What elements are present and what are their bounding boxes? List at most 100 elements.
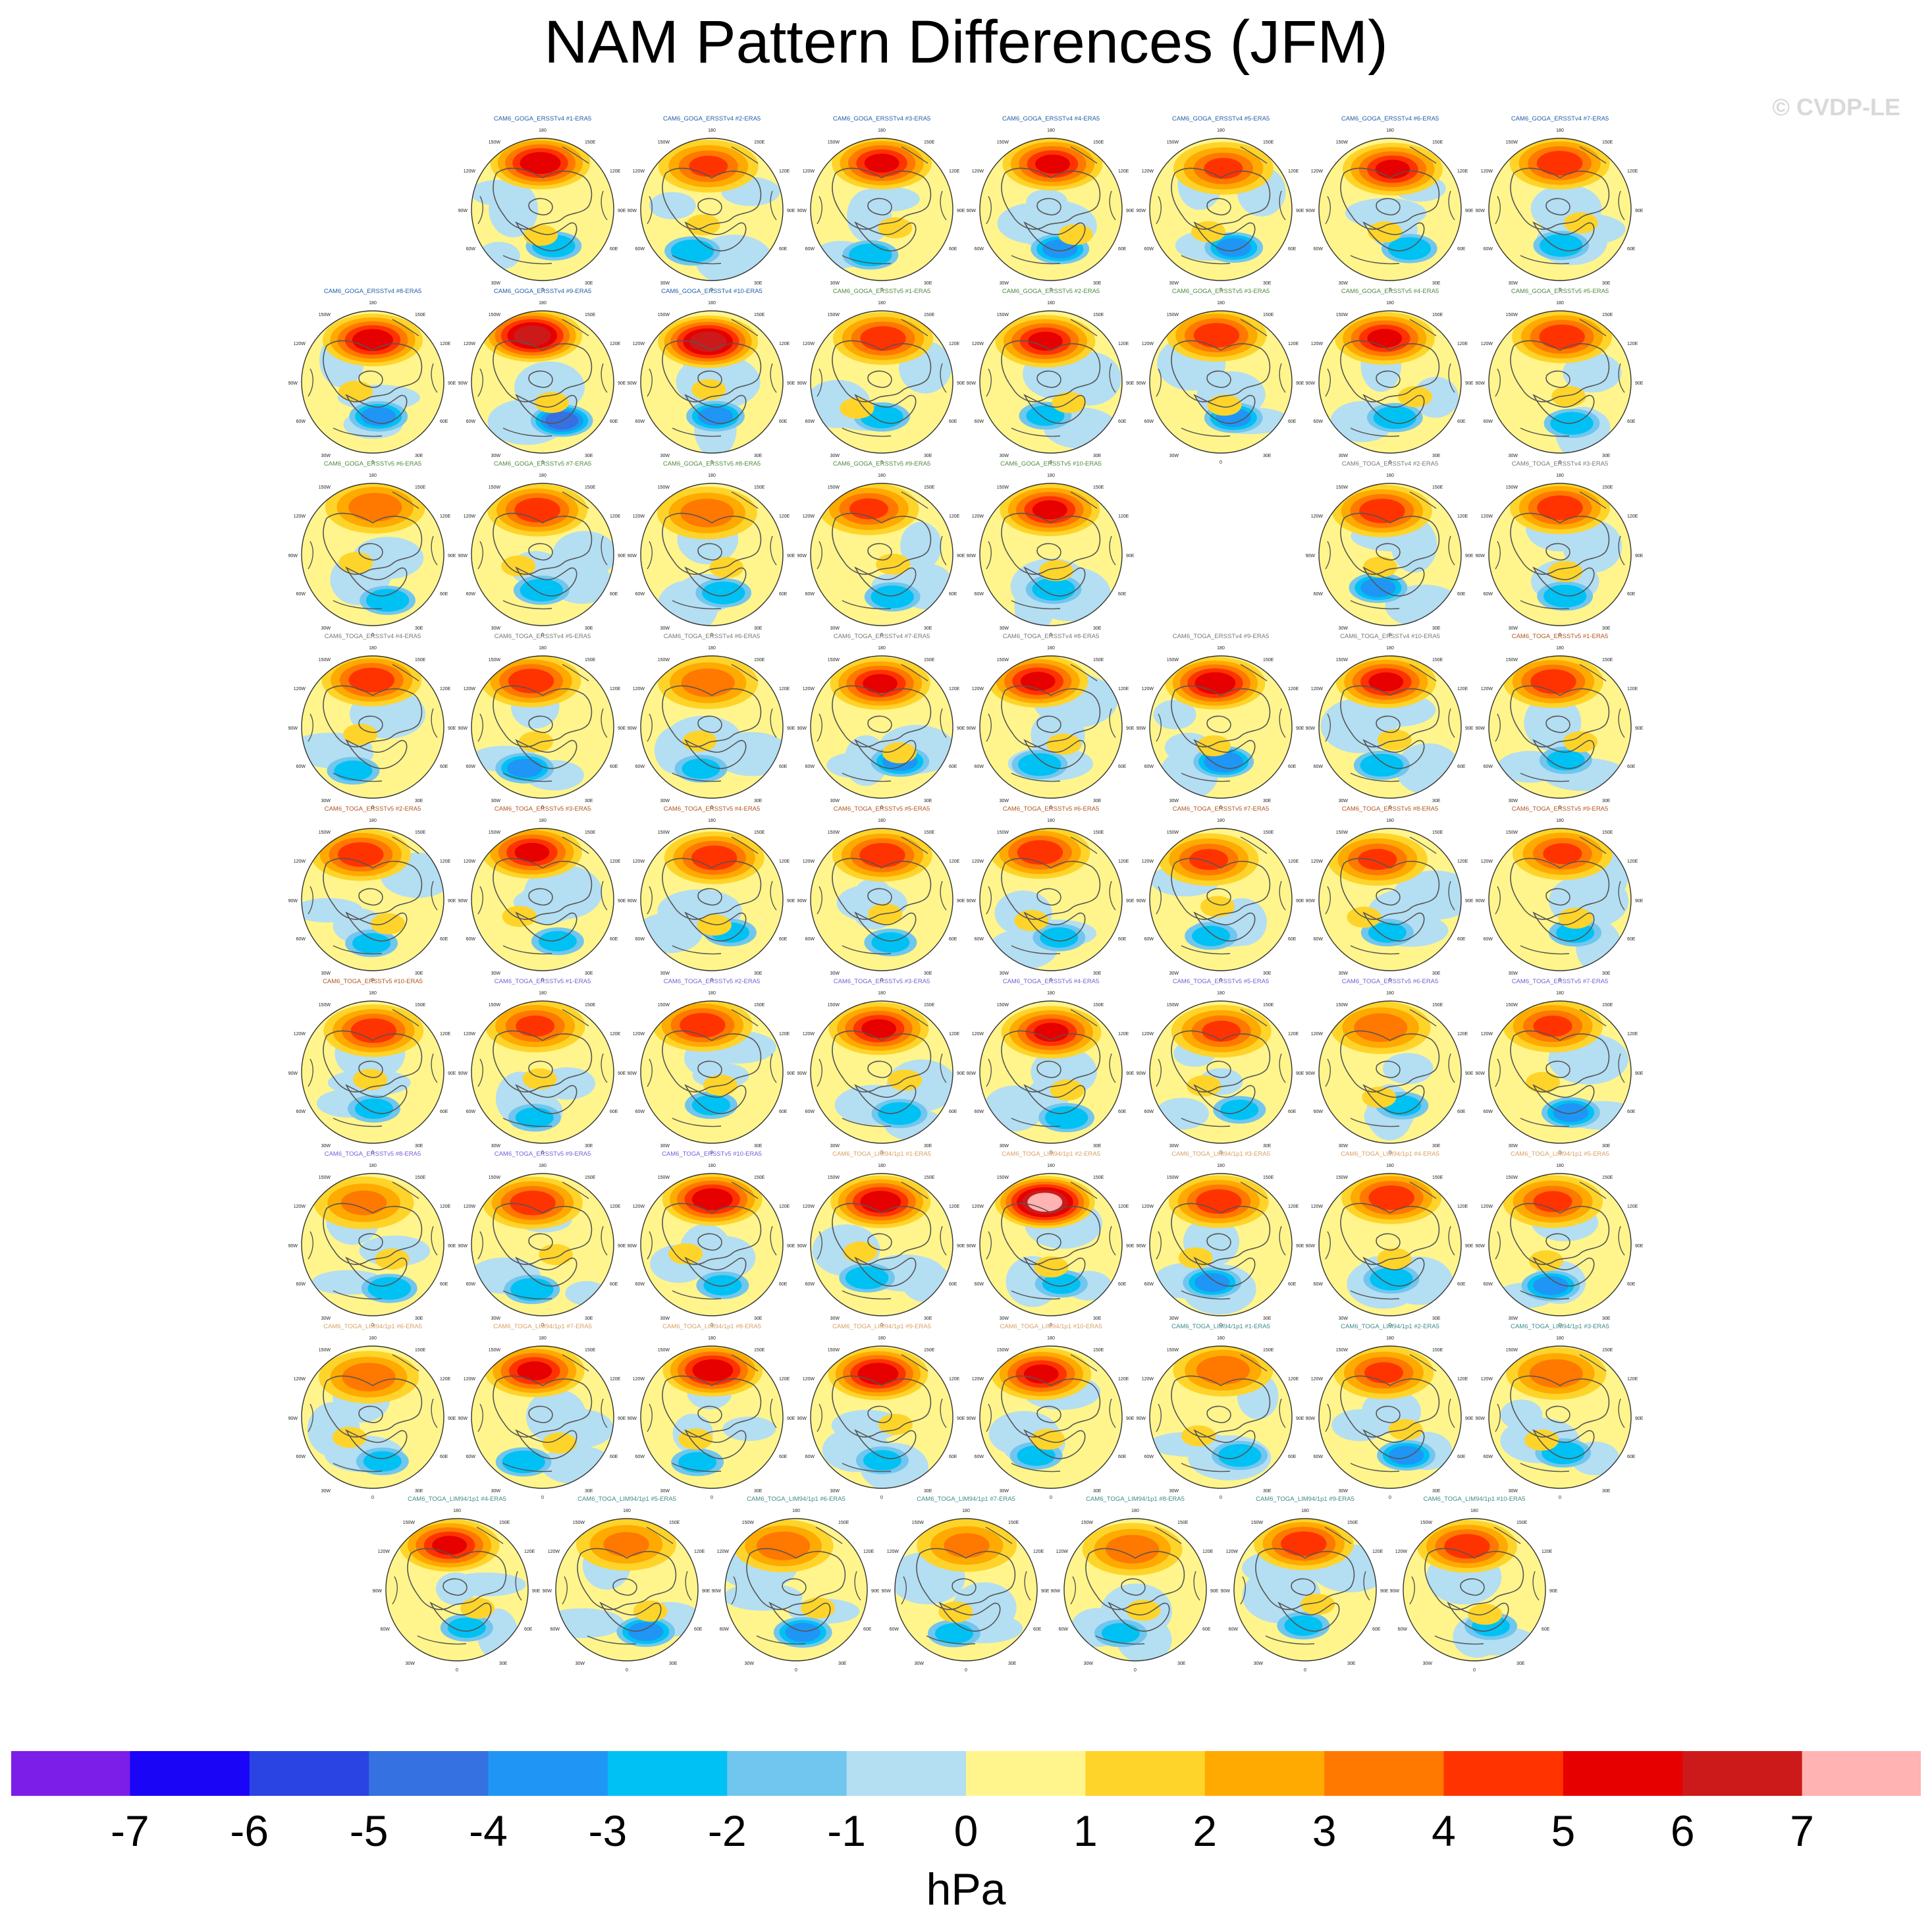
longitude-label: 150W xyxy=(1506,485,1518,490)
figure-title: NAM Pattern Differences (JFM) xyxy=(544,9,1388,76)
map-border xyxy=(979,828,1123,971)
longitude-label: 120E xyxy=(1627,687,1638,691)
longitude-label: 90W xyxy=(797,726,807,731)
watermark: © CVDP-LE xyxy=(1772,94,1900,121)
longitude-label: 90E xyxy=(618,381,626,386)
positive-contour xyxy=(691,1188,733,1210)
longitude-label: 150W xyxy=(319,658,331,662)
negative-contour xyxy=(1368,922,1407,943)
longitude-label: 0 xyxy=(880,978,883,983)
map-panel: CAM6_TOGA_LIM94/1p1 #8-ERA5 180 0 150W 150E 1… xyxy=(628,1323,795,1500)
positive-contour xyxy=(709,556,744,578)
negative-contour xyxy=(725,1583,803,1611)
longitude-label: 60W xyxy=(1144,765,1154,769)
longitude-label: 120W xyxy=(1395,1550,1408,1554)
longitude-label: 90W xyxy=(1137,726,1146,731)
longitude-label: 90W xyxy=(288,554,298,558)
colorbar-bin xyxy=(727,1750,847,1797)
longitude-label: 60E xyxy=(1627,592,1636,597)
longitude-label: 150W xyxy=(1506,313,1518,317)
longitude-label: 30E xyxy=(415,1489,423,1494)
colorbar-tick-label: -7 xyxy=(111,1806,149,1855)
longitude-label: 180 xyxy=(539,1336,547,1341)
longitude-label: 60E xyxy=(1288,1455,1297,1459)
longitude-label: 150E xyxy=(1432,658,1443,662)
longitude-label: 30E xyxy=(415,1316,423,1321)
longitude-label: 180 xyxy=(962,1509,970,1513)
longitude-label: 120W xyxy=(803,342,815,346)
longitude-label: 150W xyxy=(489,830,501,835)
positive-contour xyxy=(757,1531,811,1561)
contour-field xyxy=(1489,1174,1631,1316)
longitude-label: 60E xyxy=(779,1110,788,1114)
longitude-label: 150W xyxy=(1336,140,1349,145)
longitude-label: 90E xyxy=(957,726,965,731)
longitude-label: 30W xyxy=(660,626,670,631)
longitude-label: 90W xyxy=(1137,1417,1146,1421)
longitude-label: 30W xyxy=(491,1144,501,1149)
longitude-label: 30W xyxy=(576,1662,585,1666)
longitude-label: 30E xyxy=(1432,1316,1441,1321)
contour-field xyxy=(1319,483,1461,626)
longitude-label: 120W xyxy=(972,169,984,174)
longitude-label: 60E xyxy=(1118,247,1127,252)
map-border xyxy=(471,138,614,281)
longitude-label: 60E xyxy=(610,1282,618,1287)
longitude-label: 60E xyxy=(1118,765,1127,769)
longitude-label: 0 xyxy=(711,1496,713,1500)
positive-contour xyxy=(1281,1531,1327,1556)
map-border xyxy=(1318,1345,1462,1489)
longitude-label: 60W xyxy=(1059,1627,1069,1632)
map-panel: CAM6_TOGA_LIM94/1p1 #2-ERA5 180 0 150W 150E 1… xyxy=(967,1150,1135,1328)
longitude-label: 120W xyxy=(1311,169,1324,174)
longitude-label: 60E xyxy=(610,592,618,597)
map-panel: CAM6_TOGA_LIM94/1p1 #4-ERA5 180 0 150W 150E 1… xyxy=(1306,1150,1474,1328)
contour-field xyxy=(1319,828,1461,971)
longitude-label: 30E xyxy=(1093,971,1102,976)
longitude-label: 90W xyxy=(967,726,977,731)
longitude-label: 90W xyxy=(1051,1589,1061,1594)
longitude-label: 90E xyxy=(1465,1417,1474,1421)
longitude-label: 30W xyxy=(1169,971,1179,976)
contour-field xyxy=(980,656,1122,798)
positive-contour xyxy=(1039,560,1074,581)
longitude-label: 30E xyxy=(415,971,423,976)
longitude-label: 60W xyxy=(1144,1110,1154,1114)
longitude-label: 150W xyxy=(1336,1176,1349,1180)
longitude-label: 30E xyxy=(1432,1489,1441,1494)
negative-contour xyxy=(1018,753,1061,776)
map-panel: CAM6_TOGA_LIM94/1p1 #5-ERA5 180 0 150W 150E 1… xyxy=(1476,1150,1644,1328)
negative-contour xyxy=(702,581,745,605)
longitude-label: 60W xyxy=(635,1282,645,1287)
longitude-label: 0 xyxy=(626,1668,628,1673)
map-border xyxy=(1488,1173,1632,1316)
longitude-label: 60E xyxy=(610,1455,618,1459)
negative-contour xyxy=(878,1102,921,1125)
longitude-label: 90W xyxy=(1306,899,1316,904)
positive-contour xyxy=(878,217,913,238)
longitude-label: 30E xyxy=(1432,626,1441,631)
longitude-label: 60W xyxy=(1314,247,1324,252)
longitude-label: 30E xyxy=(1263,971,1272,976)
longitude-label: 60W xyxy=(296,419,306,424)
longitude-label: 150E xyxy=(1093,1003,1104,1008)
positive-contour xyxy=(1106,1534,1160,1564)
longitude-label: 120E xyxy=(949,687,960,691)
longitude-label: 60E xyxy=(1542,1627,1550,1632)
positive-contour xyxy=(680,1013,726,1038)
map-panel: CAM6_GOGA_ERSSTv4 #10-ERA5 180 0 150W 150E 12… xyxy=(628,288,795,465)
longitude-label: 150W xyxy=(1167,830,1179,835)
positive-contour xyxy=(508,668,554,693)
longitude-label: 90E xyxy=(957,209,965,213)
longitude-label: 30W xyxy=(660,799,670,803)
longitude-label: 150E xyxy=(1602,140,1613,145)
map-border xyxy=(301,1173,444,1316)
longitude-label: 120W xyxy=(1142,859,1154,864)
longitude-label: 120W xyxy=(803,169,815,174)
map-border xyxy=(979,1000,1123,1144)
negative-contour xyxy=(863,1450,901,1471)
panel-title: CAM6_TOGA_ERSSTv5 #8-ERA5 xyxy=(325,1150,421,1158)
longitude-label: 120W xyxy=(294,1204,306,1209)
longitude-label: 0 xyxy=(880,1323,883,1328)
map-border xyxy=(979,138,1123,281)
